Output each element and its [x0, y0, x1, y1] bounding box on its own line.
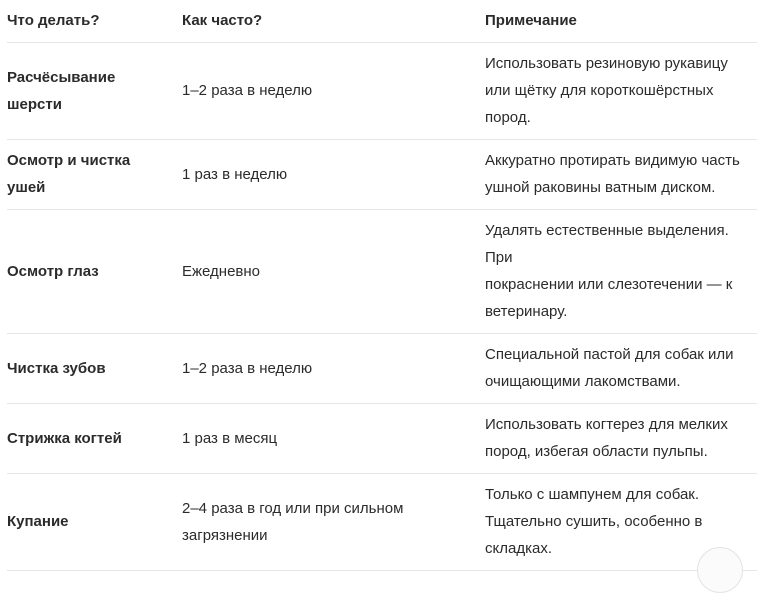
task-cell: Расчёсывание шерсти	[7, 68, 116, 113]
table-row: Осмотр глаз Ежедневно Удалять естественн…	[7, 210, 757, 334]
note-cell: Удалять естественные выделения. При покр…	[485, 222, 733, 320]
frequency-cell: 1 раз в месяц	[182, 429, 278, 447]
table-row: Расчёсывание шерсти 1–2 раза в неделю Ис…	[7, 43, 757, 140]
task-cell: Купание	[7, 513, 69, 530]
frequency-cell: 2–4 раза в год или при сильном загрязнен…	[182, 499, 404, 544]
note-cell: Использовать резиновую рукавицу или щётк…	[485, 55, 728, 126]
table-row: Осмотр и чистка ушей 1 раз в неделю Акку…	[7, 140, 757, 210]
column-header-task: Что делать?	[7, 12, 100, 29]
table-header-row: Что делать? Как часто? Примечание	[7, 0, 757, 43]
note-cell: Специальной пастой для собак или очищающ…	[485, 346, 734, 390]
floating-action-button[interactable]	[697, 547, 743, 593]
task-cell: Осмотр глаз	[7, 262, 99, 280]
note-cell: Аккуратно протирать видимую часть ушной …	[485, 152, 740, 196]
task-cell: Чистка зубов	[7, 359, 106, 377]
column-header-note: Примечание	[485, 12, 577, 29]
task-cell: Осмотр и чистка ушей	[7, 152, 131, 196]
frequency-cell: 1–2 раза в неделю	[182, 359, 313, 377]
care-schedule-table: Что делать? Как часто? Примечание Расчёс…	[7, 0, 757, 571]
note-cell: Использовать когтерез для мелких пород, …	[485, 416, 728, 460]
frequency-cell: 1–2 раза в неделю	[182, 82, 313, 99]
table-row: Купание 2–4 раза в год или при сильном з…	[7, 474, 757, 571]
frequency-cell: Ежедневно	[182, 262, 261, 280]
frequency-cell: 1 раз в неделю	[182, 165, 288, 183]
column-header-frequency: Как часто?	[182, 12, 263, 29]
table-row: Чистка зубов 1–2 раза в неделю Специальн…	[7, 334, 757, 404]
table-row: Стрижка когтей 1 раз в месяц Использоват…	[7, 404, 757, 474]
task-cell: Стрижка когтей	[7, 429, 122, 447]
